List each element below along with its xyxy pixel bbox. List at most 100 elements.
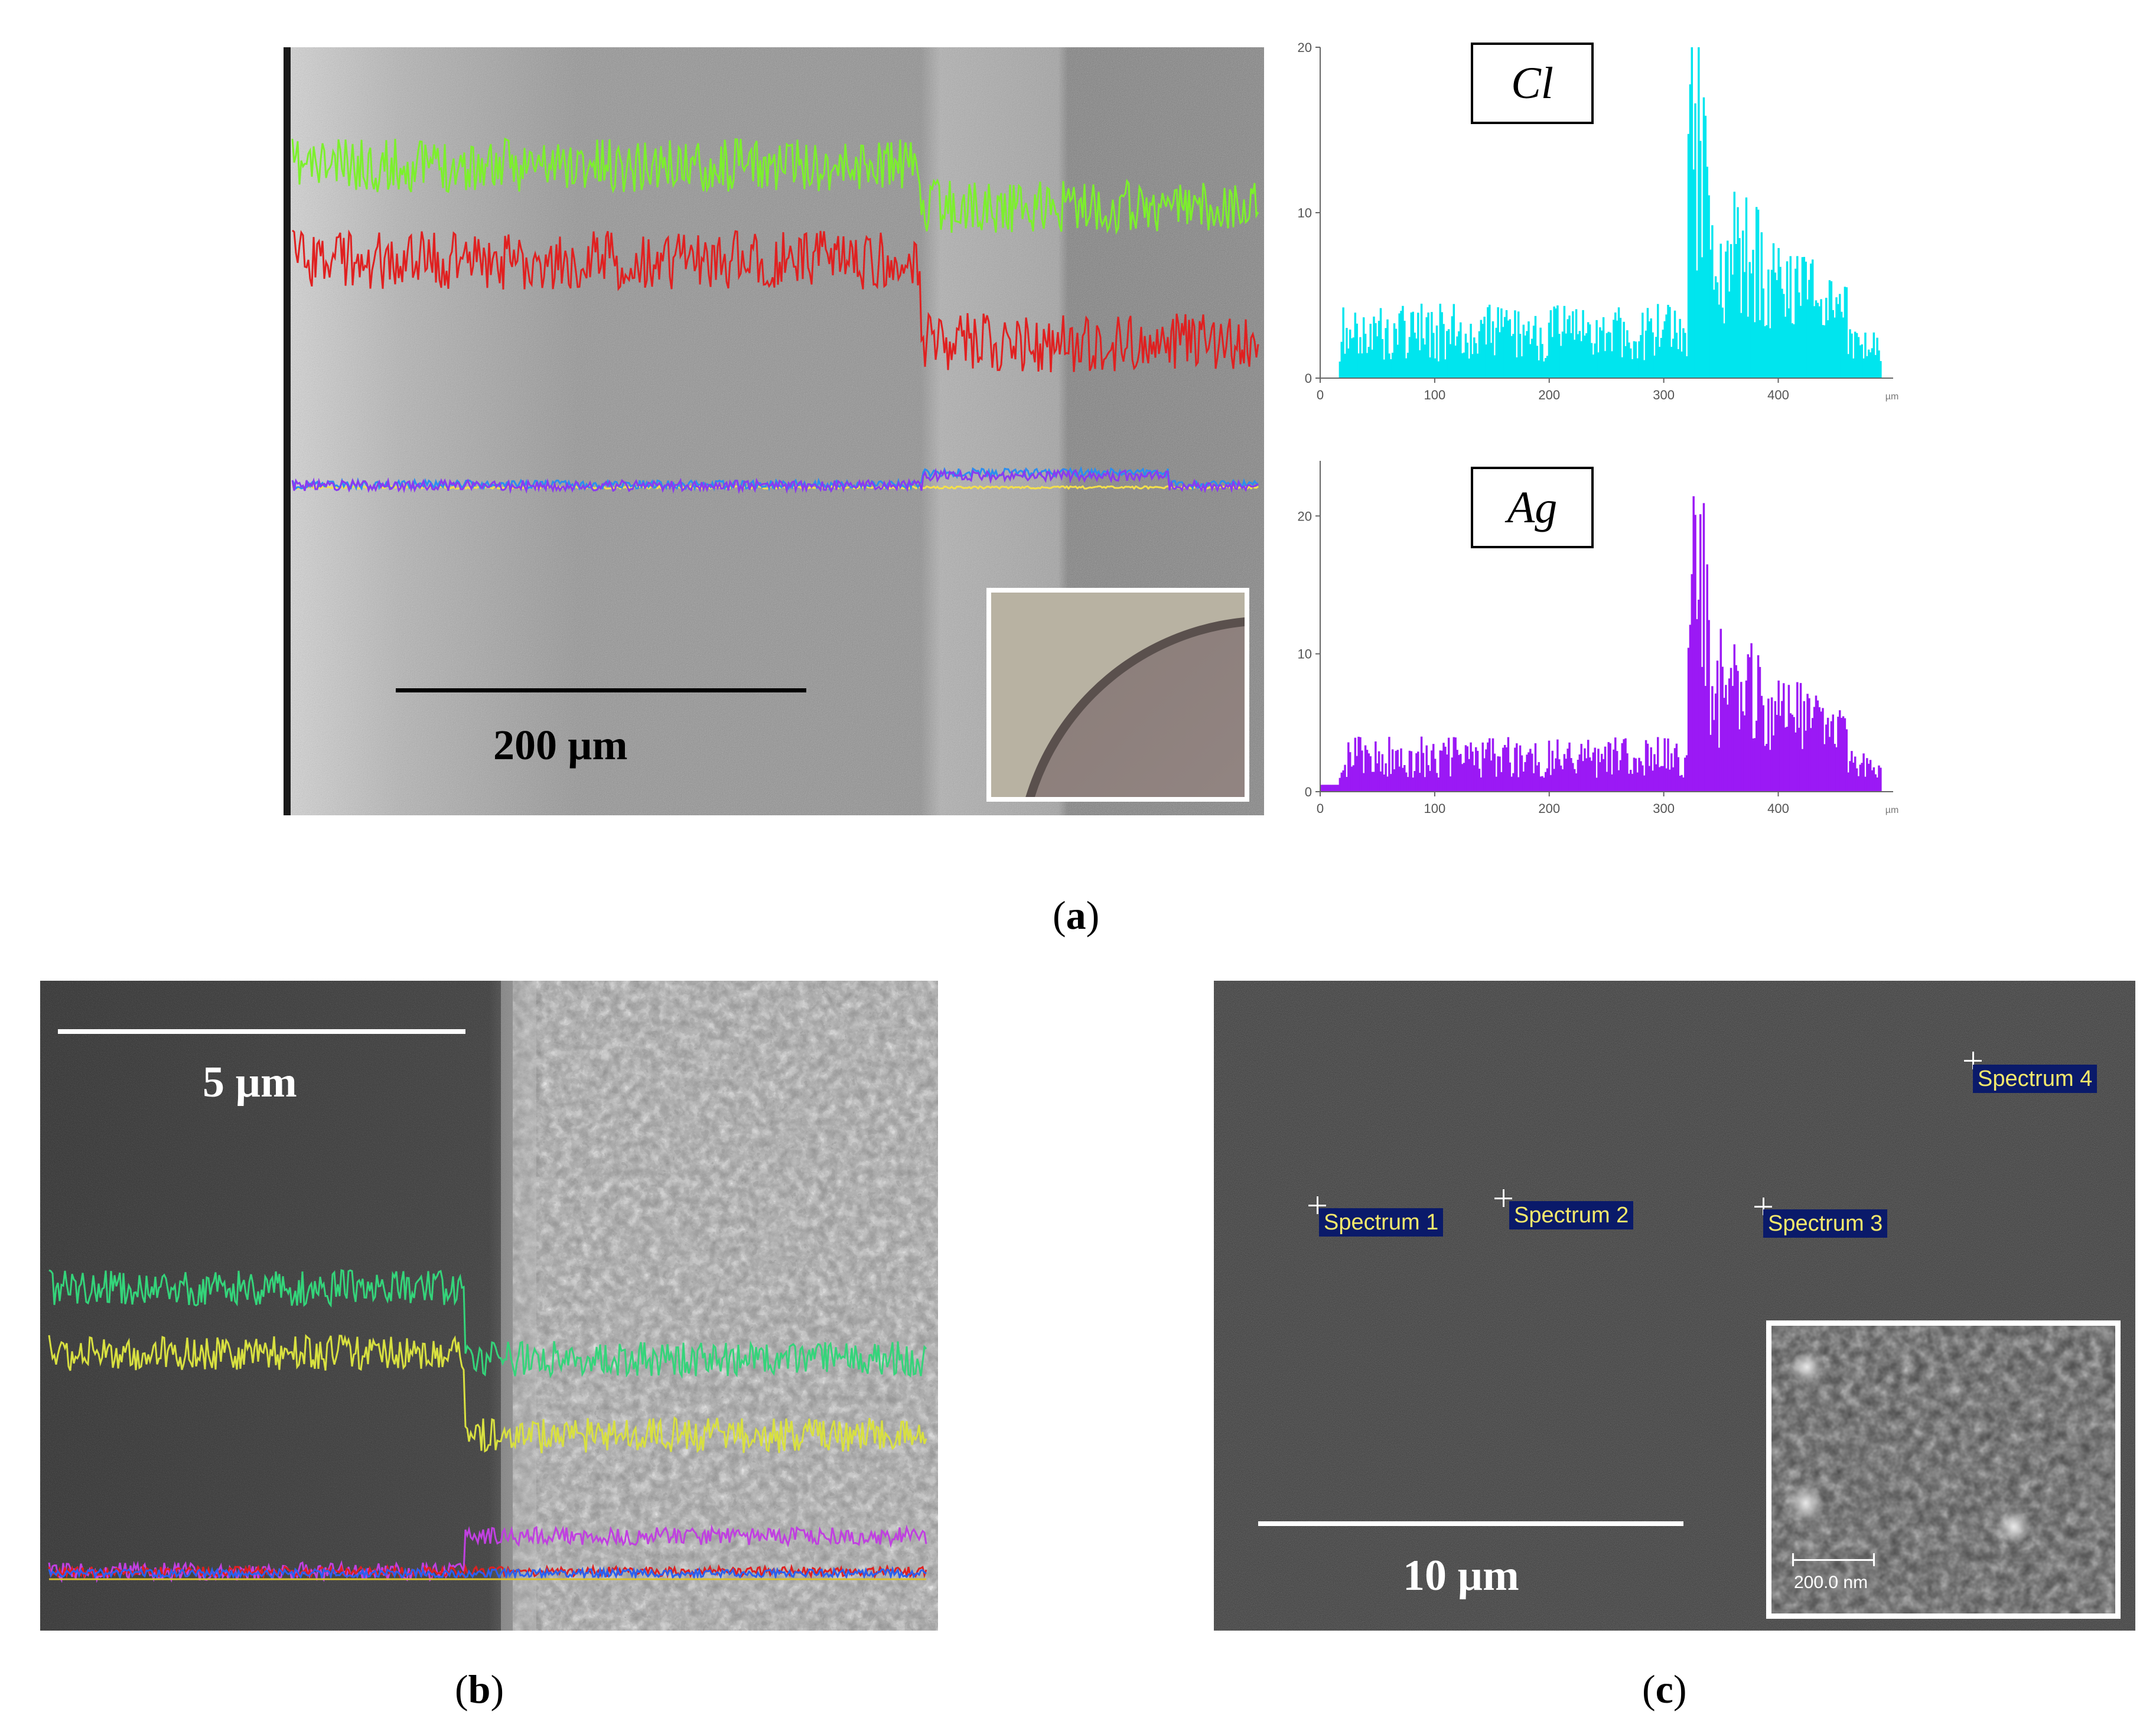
- histogram-bar: [1658, 347, 1661, 378]
- histogram-bar: [1766, 325, 1768, 378]
- histogram-bar: [1396, 344, 1399, 378]
- histogram-bar: [1357, 353, 1360, 378]
- histogram-bar: [1613, 749, 1615, 792]
- histogram-bar: [1777, 680, 1780, 792]
- histogram-bar: [1859, 345, 1862, 378]
- histogram-bar: [1466, 746, 1469, 792]
- histogram-bar: [1833, 744, 1836, 792]
- histogram-bar: [1851, 751, 1853, 792]
- histogram-bar: [1577, 334, 1579, 378]
- histogram-bar: [1383, 359, 1385, 378]
- histogram-bar: [1568, 742, 1571, 792]
- histogram-bar: [1393, 769, 1396, 792]
- histogram-bar: [1757, 655, 1760, 792]
- histogram-bar: [1429, 357, 1431, 378]
- histogram-bar: [1730, 244, 1732, 378]
- histogram-bar: [1740, 313, 1743, 378]
- histogram-bar: [1340, 341, 1343, 378]
- histogram-bar: [1530, 753, 1533, 792]
- histogram-bar: [1721, 666, 1724, 792]
- histogram-bar: [1464, 745, 1467, 792]
- histogram-bar: [1359, 337, 1362, 378]
- histogram-bar: [1662, 329, 1665, 378]
- histogram-bar: [1806, 694, 1809, 792]
- histogram-bar: [1510, 336, 1513, 378]
- histogram-bar: [1520, 356, 1523, 378]
- histogram-bar: [1561, 769, 1564, 792]
- histogram-bar: [1376, 763, 1379, 792]
- histogram-bar: [1451, 757, 1454, 792]
- histogram-bar: [1471, 751, 1474, 792]
- histogram-bar: [1808, 698, 1810, 792]
- histogram-bar: [1432, 333, 1435, 378]
- histogram-bar: [1605, 333, 1608, 378]
- histogram-bar: [1354, 737, 1357, 792]
- histogram-bar: [1696, 270, 1698, 378]
- histogram-bar: [1702, 503, 1705, 792]
- histogram-bar: [1377, 751, 1380, 792]
- histogram-bar: [1594, 747, 1596, 792]
- histogram-bar: [1614, 312, 1617, 378]
- histogram-bar: [1867, 349, 1870, 378]
- histogram-bar: [1849, 761, 1851, 792]
- histogram-bar: [1466, 342, 1469, 378]
- spectrum-1-marker: [1308, 1196, 1326, 1214]
- spectrum-4-label: Spectrum 4: [1973, 1065, 2098, 1093]
- histogram-bar: [1692, 496, 1695, 792]
- histogram-bar: [1733, 191, 1736, 378]
- histogram-bar: [1352, 337, 1355, 378]
- histogram-bar: [1522, 324, 1525, 378]
- histogram-bar: [1784, 317, 1787, 378]
- histogram-bar: [1755, 207, 1758, 378]
- histogram-bar: [1491, 321, 1494, 378]
- histogram-bar: [1575, 309, 1578, 378]
- histogram-bar: [1558, 334, 1561, 378]
- histogram-bar: [1793, 324, 1795, 378]
- histogram-bar: [1439, 304, 1441, 378]
- histogram-bar: [1689, 84, 1692, 378]
- inset-scale-label: 200.0 nm: [1794, 1573, 1868, 1592]
- histogram-bar: [1718, 747, 1721, 792]
- histogram-bars: [1338, 47, 1882, 379]
- histogram-bar: [1551, 750, 1554, 792]
- histogram-bar: [1605, 772, 1608, 792]
- histogram-bar: [1602, 317, 1605, 378]
- x-tick-label: 0: [1317, 388, 1324, 402]
- histogram-bar: [1505, 747, 1508, 792]
- histogram-bar: [1398, 766, 1401, 792]
- histogram-bar: [1366, 353, 1369, 378]
- histogram-bar: [1512, 773, 1515, 792]
- histogram-bar: [1701, 666, 1704, 792]
- histogram-bar: [1713, 720, 1715, 792]
- histogram-bar: [1762, 705, 1764, 792]
- histogram-bar: [1609, 332, 1611, 378]
- histogram-bar: [1545, 772, 1547, 792]
- histogram-bar: [1456, 336, 1458, 378]
- histogram-bar: [1673, 748, 1676, 792]
- histogram-bar: [1842, 317, 1845, 378]
- histogram-bar: [1328, 785, 1331, 792]
- histogram-bar: [1795, 732, 1797, 792]
- histogram-bar: [1679, 318, 1681, 378]
- histogram-bar: [1650, 747, 1652, 792]
- histogram-bar: [1628, 773, 1630, 792]
- histogram-bar: [1728, 678, 1731, 792]
- histogram-bar: [1463, 763, 1465, 792]
- histogram-bar: [1346, 777, 1348, 792]
- histogram-bar: [1876, 777, 1878, 792]
- histogram-bar: [1642, 313, 1644, 378]
- histogram-bar: [1719, 629, 1722, 792]
- histogram-bar: [1369, 756, 1372, 792]
- histogram-bar: [1738, 238, 1741, 378]
- histogram-bar: [1779, 715, 1782, 792]
- spectrum-3-label: Spectrum 3: [1763, 1209, 1888, 1238]
- histogram-bar: [1845, 729, 1848, 792]
- histogram-bar: [1361, 353, 1363, 378]
- histogram-bar: [1665, 314, 1668, 378]
- histogram-bar: [1447, 329, 1450, 378]
- histogram-bar: [1510, 776, 1513, 792]
- histogram-bar: [1422, 338, 1425, 378]
- histogram-bar: [1854, 756, 1857, 792]
